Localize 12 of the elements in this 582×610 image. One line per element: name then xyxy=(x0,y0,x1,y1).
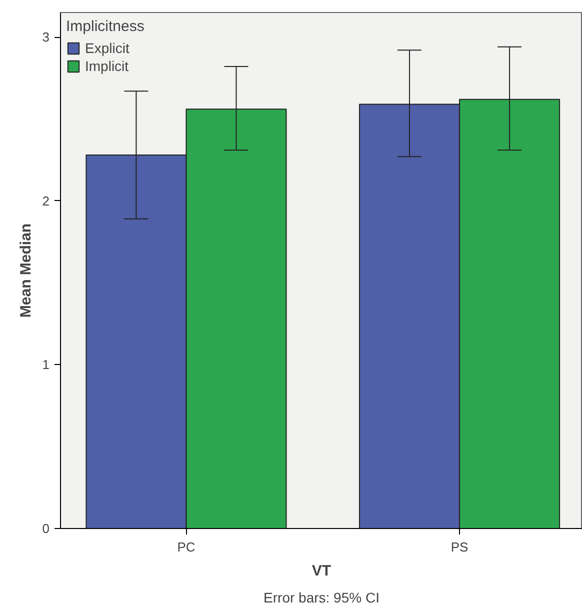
x-tick-label: PS xyxy=(450,540,469,554)
legend-label: Implicit xyxy=(85,58,129,74)
y-tick-label: 3 xyxy=(42,30,50,45)
legend-title: Implicitness xyxy=(66,18,144,35)
y-tick-label: 0 xyxy=(42,521,50,536)
text: Error bars: 95% CI xyxy=(264,590,380,606)
y-axis-title: Mean Median xyxy=(17,223,34,318)
legend-label: Explicit xyxy=(85,40,130,56)
x-tick-label: PC xyxy=(177,540,196,554)
x-axis-title: VT xyxy=(312,562,332,580)
y-tick-label: 2 xyxy=(42,193,50,208)
y-tick-label: 1 xyxy=(42,357,50,372)
